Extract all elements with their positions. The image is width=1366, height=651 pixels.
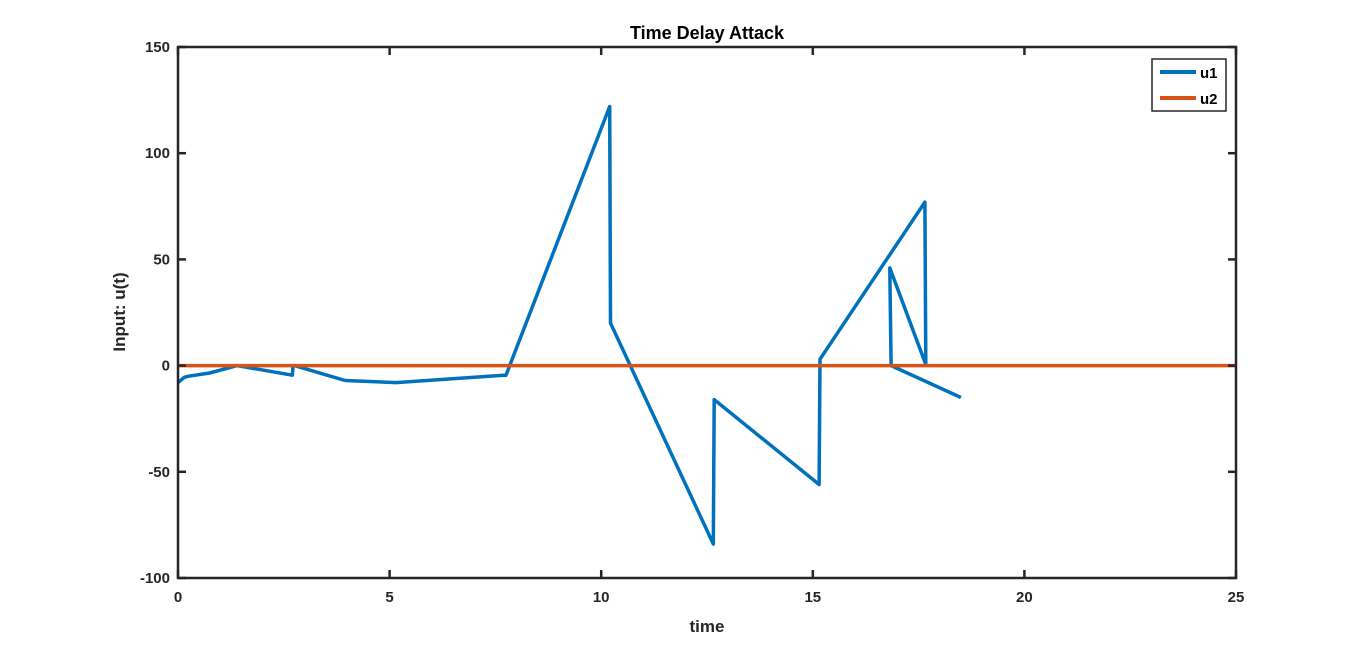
x-tick-label-20: 20	[1016, 589, 1033, 606]
legend-box	[1151, 58, 1227, 112]
y-tick-label-0: 0	[162, 358, 170, 375]
series-line-u1	[176, 104, 962, 546]
y-tick-label--50: -50	[148, 464, 170, 481]
chart-title: Time Delay Attack	[630, 23, 785, 43]
legend-label-u1: u1	[1200, 65, 1218, 82]
y-tick-label-100: 100	[145, 145, 170, 162]
plot-area	[178, 47, 1236, 578]
y-tick-label-50: 50	[153, 251, 170, 268]
y-tick-label-150: 150	[145, 39, 170, 56]
x-tick-label-0: 0	[174, 589, 182, 606]
ticks-layer: 0 5 10 15 20 25 -100 -50 0 50 100 150	[140, 39, 1244, 606]
y-axis-title: Input: u(t)	[110, 272, 129, 351]
x-tick-label-15: 15	[804, 589, 821, 606]
x-axis-title: time	[690, 617, 725, 636]
legend: u1 u2	[1151, 58, 1227, 112]
y-tick-label--100: -100	[140, 570, 170, 587]
x-tick-label-5: 5	[385, 589, 393, 606]
series-layer	[176, 104, 1236, 546]
x-tick-label-25: 25	[1228, 589, 1245, 606]
x-tick-label-10: 10	[593, 589, 610, 606]
axes-box	[176, 45, 1238, 580]
legend-label-u2: u2	[1200, 91, 1218, 108]
